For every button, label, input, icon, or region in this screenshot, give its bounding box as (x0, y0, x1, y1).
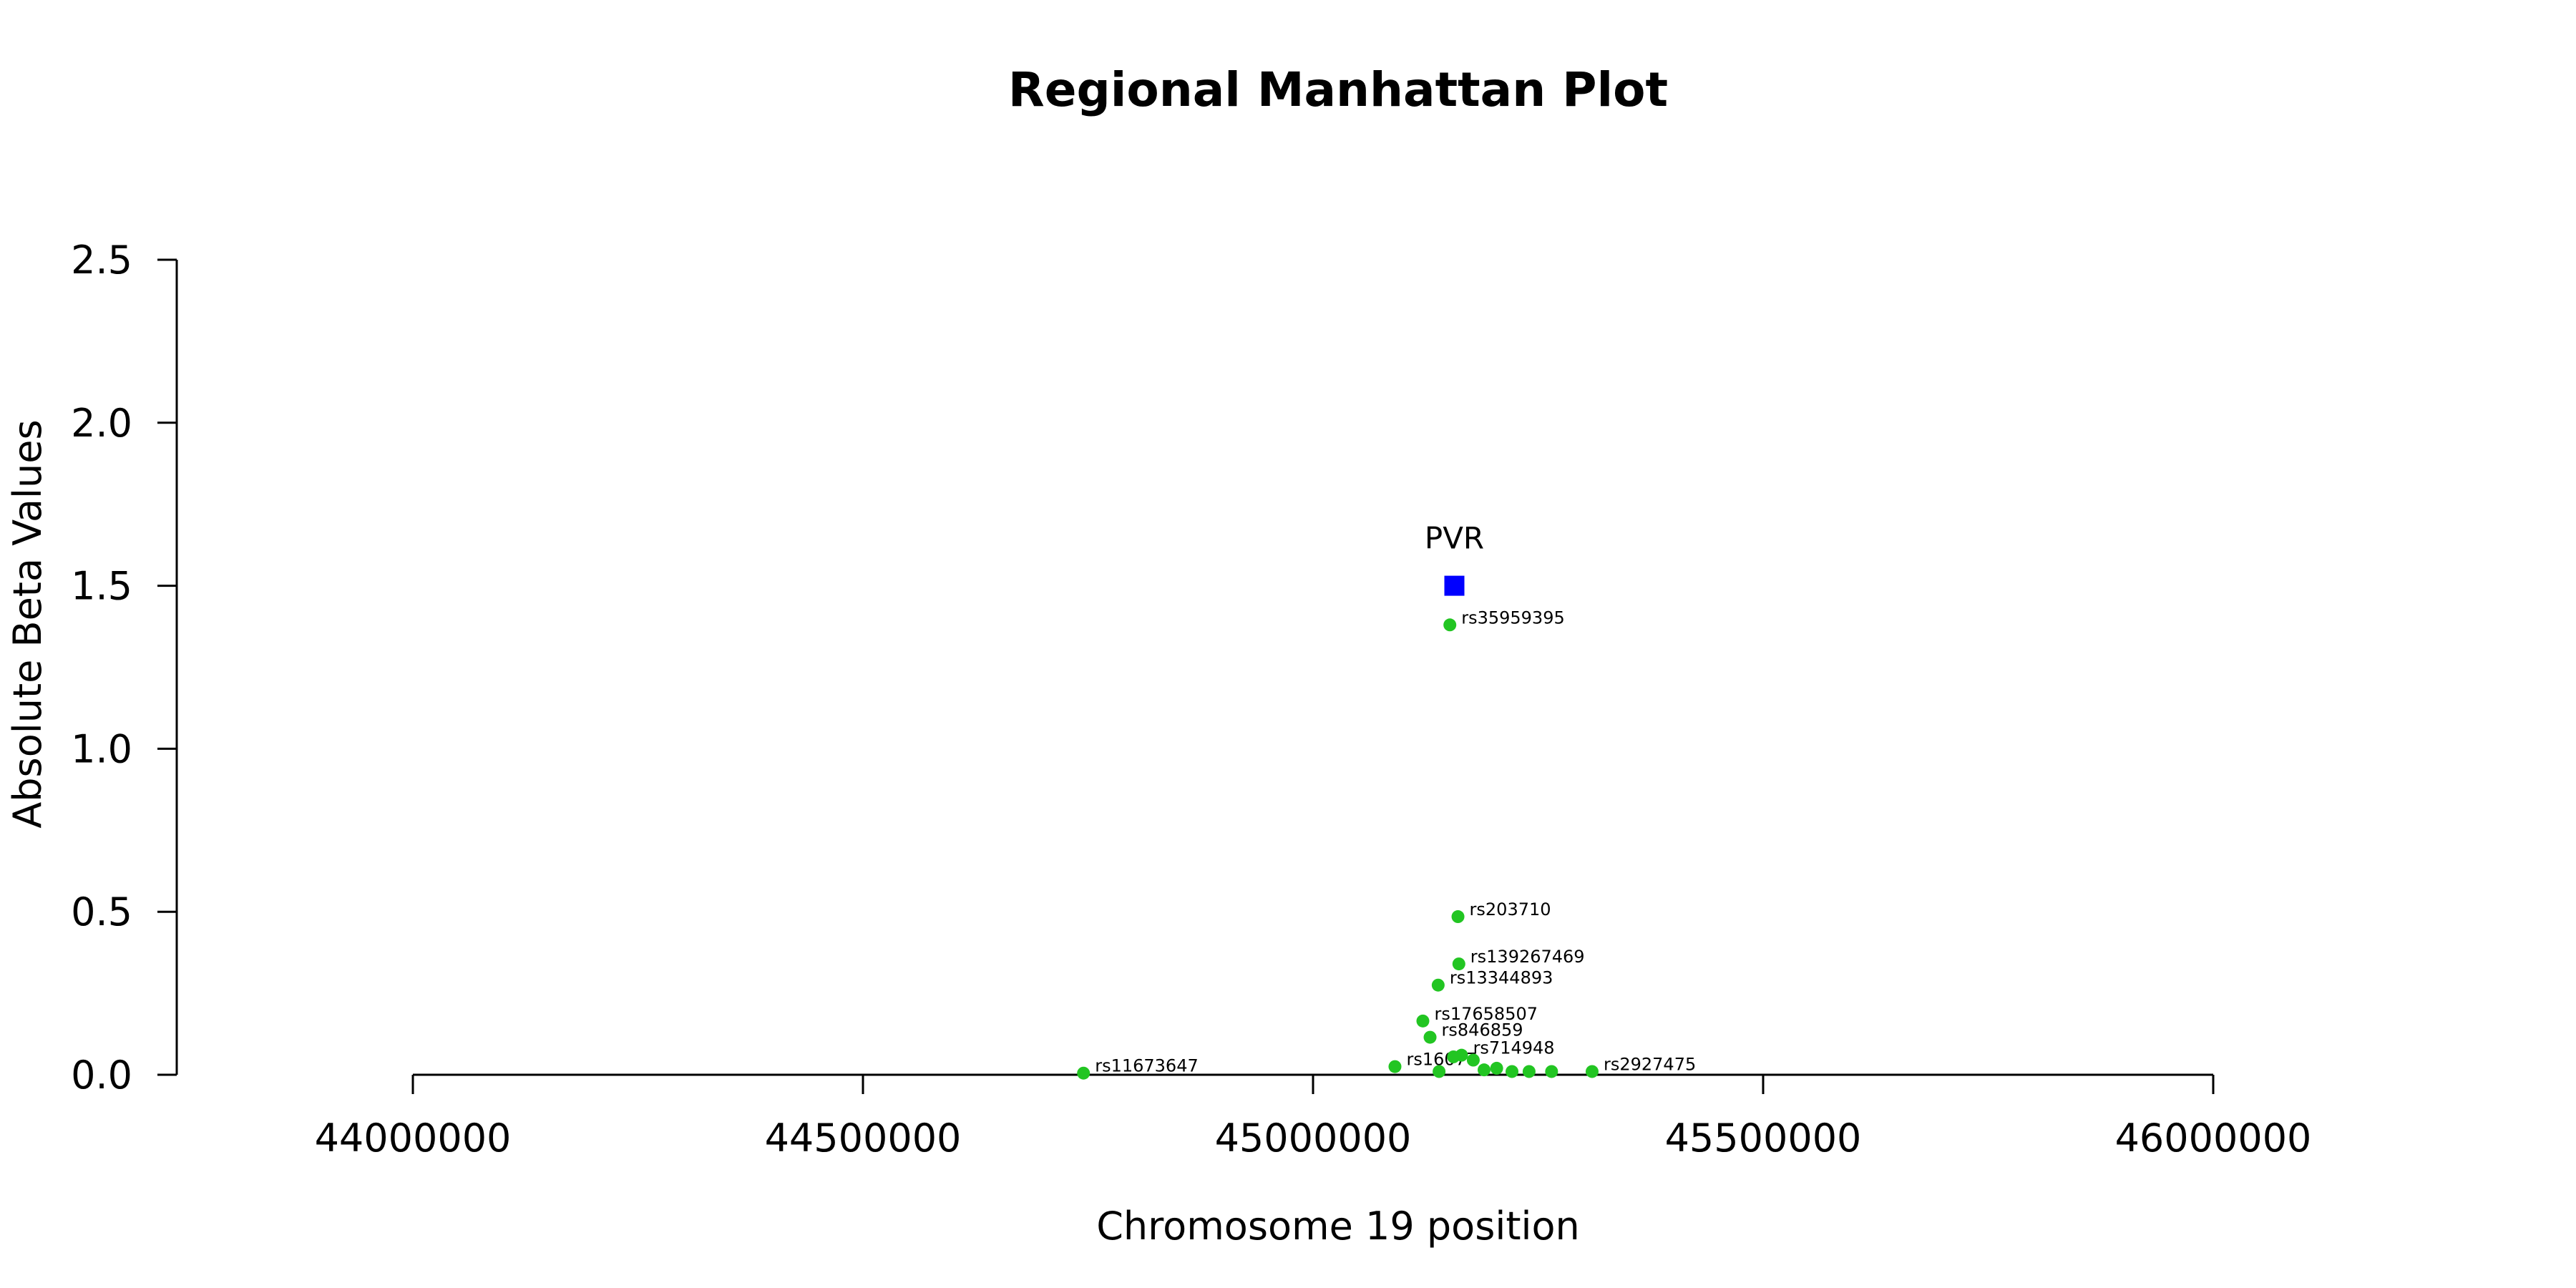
snp-point (1433, 1065, 1446, 1078)
x-axis-title: Chromosome 19 position (1096, 1204, 1580, 1249)
snp-label: rs139267469 (1470, 947, 1585, 967)
x-tick-label: 45500000 (1665, 1116, 1862, 1161)
snp-label: rs203710 (1470, 899, 1551, 919)
snp-point (1490, 1061, 1503, 1075)
snp-point (1506, 1065, 1519, 1078)
snp-point (1466, 1053, 1480, 1067)
chart-title: Regional Manhattan Plot (1008, 62, 1668, 117)
gene-marker (1444, 575, 1465, 596)
y-tick-label: 0.0 (71, 1053, 132, 1098)
snp-point (1452, 957, 1465, 971)
y-tick-label: 2.0 (71, 401, 132, 446)
snp-point (1443, 618, 1457, 632)
snp-label: rs714948 (1473, 1038, 1555, 1058)
gene-label: PVR (1425, 521, 1484, 556)
snp-label: rs35959395 (1461, 608, 1565, 628)
x-tick-label: 44000000 (315, 1116, 512, 1161)
snp-point (1431, 978, 1445, 992)
snp-point (1447, 1050, 1460, 1063)
y-tick-label: 0.5 (71, 889, 132, 935)
snp-point (1585, 1065, 1599, 1078)
snp-label: rs846859 (1442, 1020, 1523, 1040)
x-tick-label: 45000000 (1215, 1116, 1412, 1161)
snp-point (1423, 1030, 1437, 1044)
x-tick-label: 46000000 (2115, 1116, 2312, 1161)
snp-point (1388, 1060, 1402, 1073)
snp-point (1416, 1014, 1430, 1028)
y-axis-title: Absolute Beta Values (5, 419, 50, 828)
x-tick-label: 44500000 (765, 1116, 962, 1161)
snp-label: rs13344893 (1450, 968, 1553, 988)
y-tick-label: 2.5 (71, 238, 132, 283)
y-tick-label: 1.5 (71, 564, 132, 609)
snp-point (1545, 1065, 1558, 1078)
snp-label: rs11673647 (1095, 1056, 1199, 1076)
snp-label: rs17658507 (1434, 1004, 1538, 1024)
snp-point (1077, 1066, 1091, 1080)
snp-label: rs2927475 (1604, 1054, 1696, 1074)
y-tick-label: 1.0 (71, 726, 132, 771)
snp-point (1478, 1063, 1491, 1077)
axes: 44000000 44500000 45000000 45500000 46000000… (71, 238, 2311, 1161)
snp-point (1451, 910, 1465, 924)
snp-point (1522, 1065, 1536, 1078)
